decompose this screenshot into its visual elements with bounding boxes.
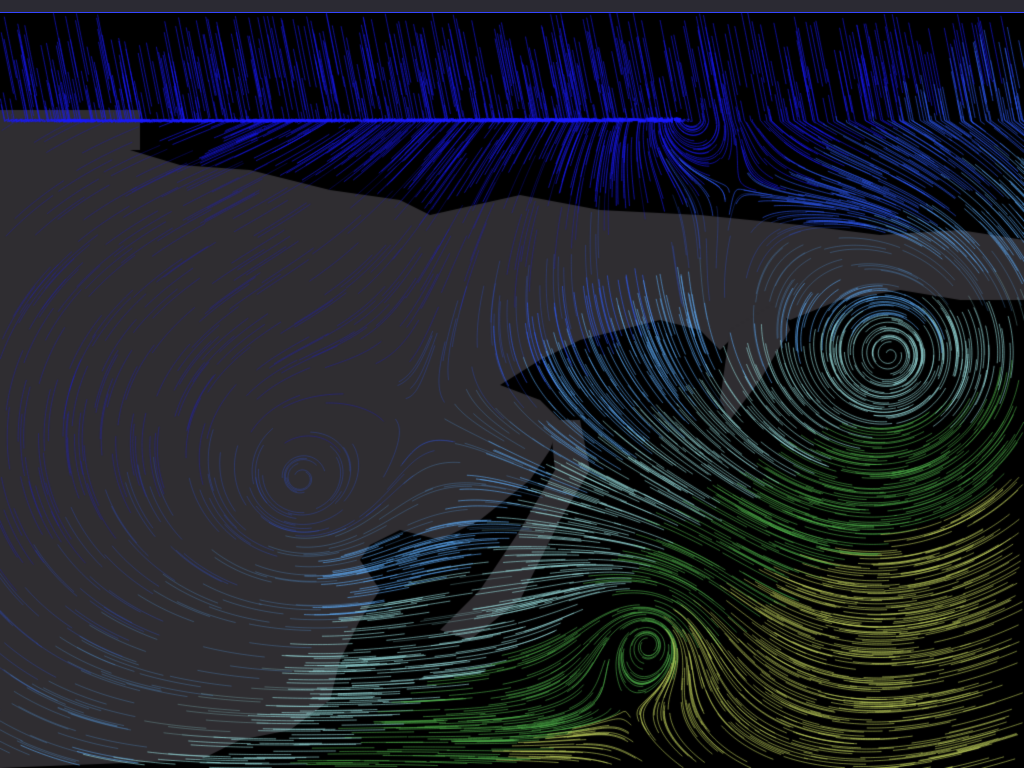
top-edge-strip: [0, 0, 1024, 13]
